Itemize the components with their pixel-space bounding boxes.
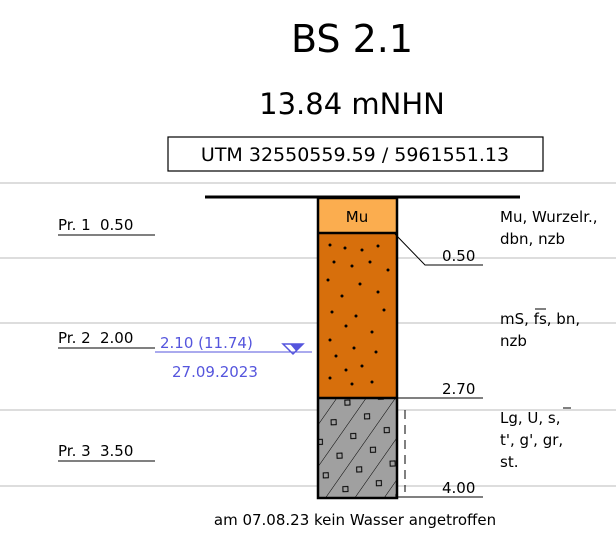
layer-mu [318,198,397,233]
layer-lg [318,398,397,498]
depth-label: 0.50 [442,247,475,265]
title: BS 2.1 [291,17,413,61]
layer-ms [318,233,397,398]
description: Lg, U, s, [500,409,561,427]
layer-symbol: Mu [346,208,368,226]
footer-note: am 07.08.23 kein Wasser angetroffen [214,511,496,529]
sample-label: Pr. 3 [58,442,91,460]
sample-depth: 2.00 [100,329,133,347]
sample-depth: 0.50 [100,216,133,234]
coordinates: UTM 32550559.59 / 5961551.13 [201,144,509,166]
water-date: 27.09.2023 [172,363,258,381]
depth-label: 4.00 [442,479,475,497]
description: Mu, Wurzelr., [500,208,598,226]
row-lines [0,182,616,487]
sample-label: Pr. 2 [58,329,91,347]
description: dbn, nzb [500,230,565,248]
sand-dots [326,243,390,386]
description: nzb [500,332,527,350]
water-symbol-fill [290,344,303,351]
sample-label: Pr. 1 [58,216,91,234]
description: mS, fs, bn, [500,310,580,328]
water-level: 2.10 (11.74) [160,334,253,352]
sample-depth: 3.50 [100,442,133,460]
coordinate-box [167,136,544,172]
description: t', g', gr, [500,431,563,449]
depth-label: 2.70 [442,380,475,398]
elevation: 13.84 mNHN [259,87,445,121]
depth-leaders [394,233,483,498]
description: st. [500,453,518,471]
